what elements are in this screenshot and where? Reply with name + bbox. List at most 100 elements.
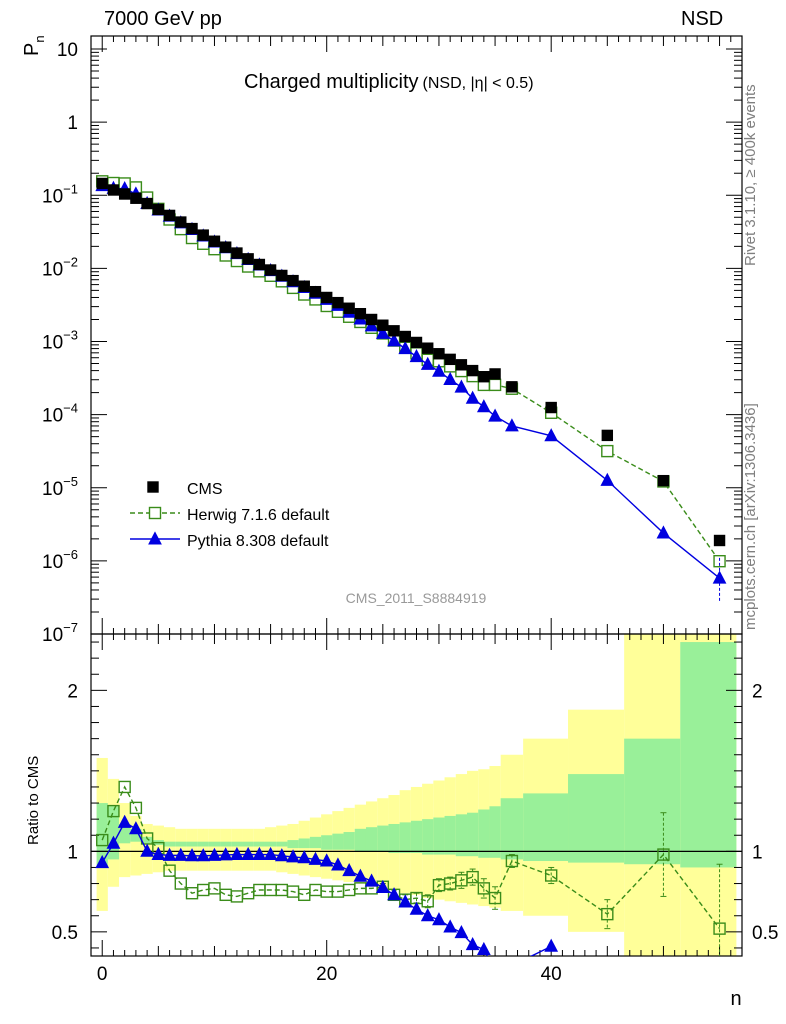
- inner-band-bin: [298, 838, 310, 849]
- cms-point: [657, 474, 670, 487]
- ratio-herwig-line: [101, 785, 721, 930]
- legend-pythia-marker: [148, 531, 162, 545]
- ratio-pythia-point: [274, 848, 289, 862]
- ratio-herwig-point: [477, 882, 491, 895]
- ratio-pythia-point: [297, 850, 312, 864]
- ratio-pythia-point: [353, 868, 368, 882]
- cms-point: [433, 348, 445, 360]
- cms-point: [466, 364, 479, 377]
- ratio-pythia-point: [342, 862, 357, 877]
- ratio-y-tick-label-right: 1: [752, 842, 763, 863]
- ratio-pythia-point: [218, 847, 233, 861]
- pythia-point: [432, 363, 446, 377]
- inner-band-bin: [422, 819, 434, 855]
- cms-point: [264, 264, 277, 276]
- inner-band-bin: [231, 841, 243, 847]
- inner-band-bin: [489, 806, 501, 858]
- inner-band-bin: [332, 833, 344, 850]
- legend-cms-marker: [147, 481, 159, 493]
- ratio-pythia-point: [286, 849, 300, 863]
- cms-point: [332, 296, 344, 309]
- ratio-y-tick-label: 2: [67, 681, 78, 702]
- pythia-point: [488, 408, 502, 422]
- inner-band-bin: [197, 841, 209, 847]
- y-tick-label: 10−6: [42, 547, 78, 573]
- y-tick-label: 10−2: [42, 254, 78, 280]
- ratio-herwig-point: [298, 888, 311, 902]
- cms-point: [321, 291, 333, 304]
- header-right: NSD: [681, 8, 724, 30]
- pythia-point: [454, 379, 469, 393]
- ratio-pythia-point: [241, 846, 256, 861]
- cms-point: [130, 192, 142, 204]
- legend-herwig-label: Herwig 7.1.6 default: [187, 507, 330, 524]
- herwig-point: [601, 444, 614, 458]
- ratio-pythia-point: [319, 853, 334, 867]
- ratio-pythia-point: [387, 887, 401, 901]
- inner-band-bin: [399, 822, 411, 853]
- ratio-herwig-point: [421, 895, 434, 908]
- inner-band-bin: [680, 642, 737, 868]
- ratio-herwig-point: [601, 907, 614, 921]
- cms-series: [96, 177, 726, 547]
- cms-point: [152, 203, 165, 216]
- ratio-pythia-point: [308, 851, 323, 865]
- legend-pythia-label: Pythia 8.308 default: [187, 533, 329, 550]
- pythia-point: [465, 390, 480, 404]
- inner-band-bin: [624, 738, 681, 865]
- inner-band-bin: [264, 841, 277, 847]
- pythia-point: [387, 333, 401, 347]
- ratio-pythia-point: [375, 879, 390, 894]
- ratio-pythia-point: [117, 814, 132, 828]
- pythia-point: [375, 325, 390, 339]
- cms-point: [298, 280, 310, 292]
- inner-band-bin: [309, 836, 322, 849]
- pythia-point: [398, 340, 413, 355]
- ratio-pythia-point: [331, 857, 345, 871]
- ratio-pythia-point: [230, 846, 244, 861]
- ratio-pythia-point: [443, 919, 458, 933]
- ratio-pythia-point: [129, 821, 143, 835]
- cms-point: [410, 336, 423, 349]
- herwig-point: [488, 378, 502, 392]
- pythia-point: [656, 525, 671, 539]
- cms-point: [489, 368, 501, 380]
- inner-band-bin: [276, 841, 288, 847]
- ratio-y-tick-label-right: 2: [752, 681, 763, 702]
- y-tick-label: 10−1: [42, 181, 78, 207]
- ratio-y-axis-label-text: Ratio to CMS: [25, 756, 42, 845]
- cms-point: [231, 247, 243, 259]
- chart-title: Charged multiplicity (NSD, |η| < 0.5): [244, 71, 534, 93]
- inner-band-bin: [253, 841, 265, 847]
- ratio-pythia-point: [398, 894, 413, 908]
- pythia-point: [420, 356, 435, 370]
- ratio-y-tick-label-right: 0.5: [752, 923, 778, 944]
- cms-point: [365, 313, 378, 326]
- cms-point: [343, 302, 355, 314]
- ratio-y-axis-label: Ratio to CMS: [25, 756, 42, 845]
- cms-point: [96, 177, 108, 190]
- inner-band-bin: [107, 806, 120, 860]
- inner-band-bin: [287, 840, 299, 849]
- header-left: 7000 GeV pp: [104, 8, 222, 30]
- pythia-point: [505, 418, 519, 432]
- ratio-pythia-point: [506, 959, 518, 971]
- cms-point: [175, 216, 187, 228]
- cms-point: [197, 229, 209, 241]
- inner-band-bin: [343, 832, 355, 850]
- ratio-herwig-point: [488, 891, 502, 905]
- watermark: CMS_2011_S8884919: [346, 590, 487, 606]
- inner-band-bin: [242, 841, 254, 847]
- cms-point: [422, 342, 434, 354]
- cms-point: [455, 359, 468, 371]
- outer-band-bin: [287, 823, 299, 874]
- inner-band-bin: [163, 841, 176, 847]
- ratio-pythia-point: [95, 854, 110, 869]
- legend-herwig-marker: [148, 506, 162, 520]
- pythia-point: [544, 428, 559, 442]
- inner-band-bin: [377, 825, 389, 852]
- ratio-pythia-point: [173, 847, 188, 861]
- cms-point: [601, 429, 614, 442]
- ratio-pythia-point: [140, 843, 154, 857]
- y-tick-label: 1: [67, 113, 78, 134]
